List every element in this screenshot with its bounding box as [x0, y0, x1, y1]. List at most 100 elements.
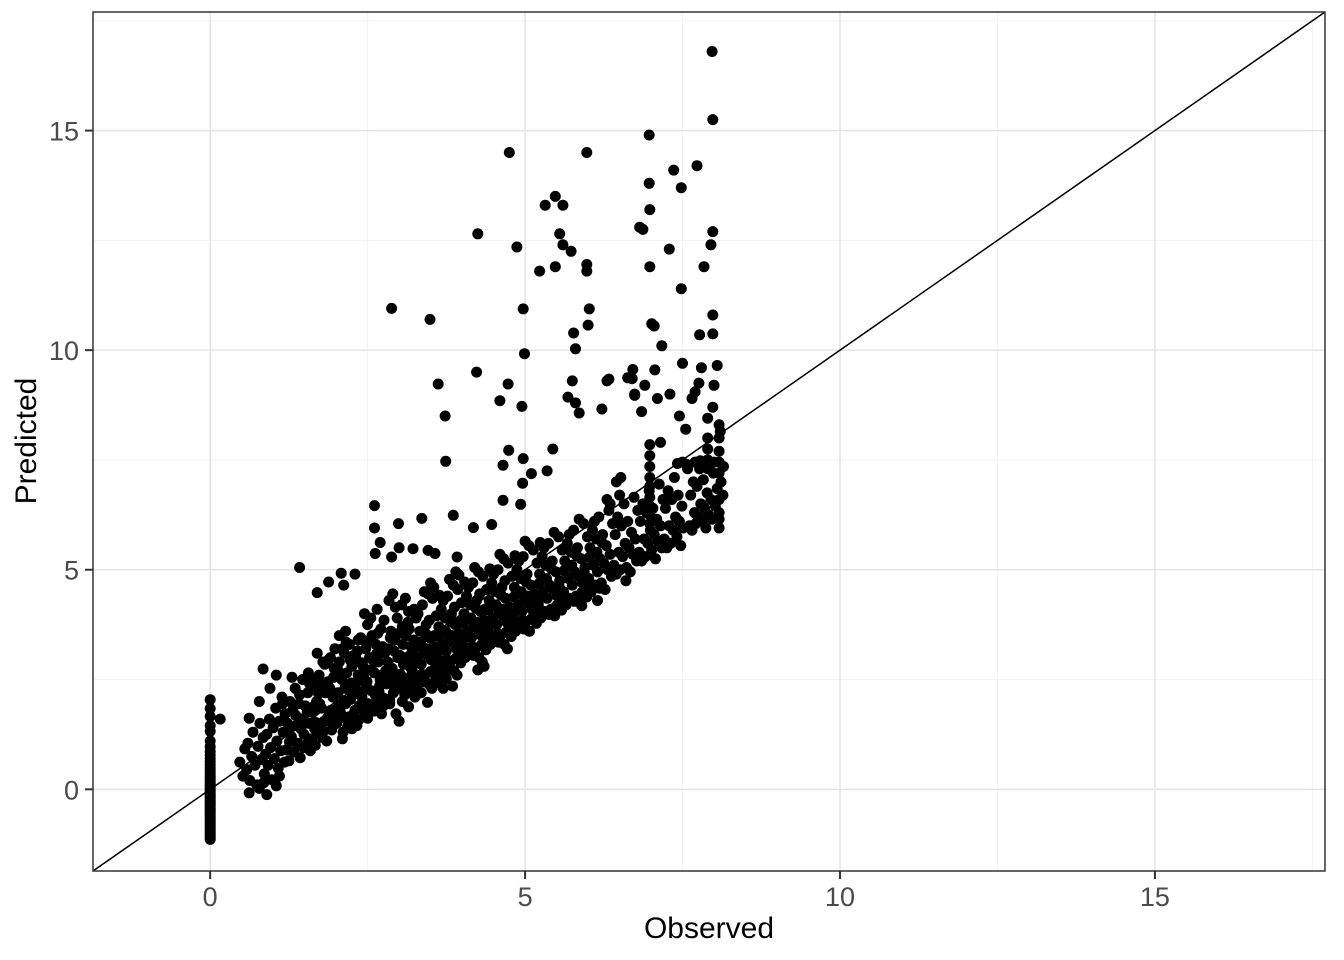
data-point	[494, 548, 506, 560]
data-point	[204, 735, 216, 747]
data-point	[399, 592, 411, 604]
data-point	[436, 644, 448, 656]
data-point	[707, 114, 719, 126]
data-point	[636, 406, 648, 418]
data-point	[424, 313, 436, 325]
data-point	[541, 465, 553, 477]
data-point	[576, 600, 588, 612]
data-point	[651, 393, 663, 404]
data-point	[501, 643, 513, 655]
y-tick-label: 15	[49, 117, 79, 147]
data-point	[214, 713, 226, 725]
data-point	[713, 445, 725, 457]
data-point	[517, 453, 529, 465]
data-point	[668, 164, 680, 176]
data-point	[307, 701, 319, 713]
data-point	[365, 664, 377, 676]
data-point	[644, 461, 656, 472]
data-point	[644, 472, 656, 483]
data-point	[707, 401, 719, 413]
data-point	[290, 710, 302, 721]
data-point	[629, 388, 641, 400]
data-point	[362, 712, 374, 724]
data-point	[573, 407, 585, 419]
data-point	[592, 595, 603, 606]
data-point	[257, 663, 269, 675]
data-point	[433, 589, 445, 601]
data-point	[450, 566, 462, 578]
data-point	[614, 489, 626, 501]
data-point	[671, 531, 683, 543]
data-point	[408, 603, 420, 615]
data-point	[263, 713, 275, 725]
data-point	[467, 649, 479, 661]
data-point	[705, 239, 717, 251]
data-point	[243, 712, 255, 724]
data-point	[357, 660, 369, 672]
major-gridlines	[93, 12, 1325, 871]
data-point	[432, 378, 444, 390]
data-point	[461, 631, 473, 642]
data-point	[629, 533, 641, 545]
data-point	[471, 616, 483, 628]
data-point	[655, 520, 666, 532]
data-point	[284, 736, 295, 748]
data-point	[335, 567, 347, 579]
data-point	[486, 577, 498, 589]
data-point	[393, 542, 405, 554]
data-point	[365, 612, 377, 624]
data-point	[449, 601, 460, 613]
data-point	[695, 362, 707, 374]
data-point	[707, 226, 719, 238]
x-tick-label: 0	[203, 882, 218, 912]
data-point	[253, 696, 265, 707]
data-point	[537, 591, 549, 603]
data-point	[204, 720, 216, 732]
data-point	[582, 319, 594, 331]
data-point	[644, 491, 656, 503]
data-point	[702, 412, 714, 424]
data-point	[258, 768, 270, 780]
data-point	[516, 400, 528, 412]
axis-tick-labels: 0 5 10 15 0 5 10 15	[49, 117, 1170, 912]
data-point	[234, 756, 246, 768]
data-point	[286, 671, 298, 683]
data-point	[512, 604, 523, 616]
data-point	[363, 635, 375, 647]
data-point	[440, 455, 452, 467]
data-point	[446, 630, 458, 642]
data-point	[273, 770, 285, 782]
x-tick-label: 15	[1140, 882, 1170, 912]
data-point	[718, 461, 729, 472]
data-point	[566, 579, 578, 591]
data-point	[254, 717, 266, 729]
data-point	[676, 500, 688, 512]
data-point	[612, 511, 624, 523]
data-point	[511, 564, 523, 576]
data-point	[243, 787, 255, 799]
data-point	[378, 614, 390, 626]
data-point	[348, 649, 360, 661]
data-point	[407, 543, 419, 555]
data-point	[493, 636, 505, 648]
data-point	[702, 432, 714, 444]
data-point	[313, 688, 324, 700]
data-point	[609, 529, 621, 541]
data-point	[673, 410, 685, 422]
data-point	[494, 395, 506, 407]
data-point	[471, 366, 483, 378]
data-point	[697, 474, 709, 486]
data-point	[426, 682, 438, 694]
data-point	[497, 459, 509, 471]
data-point	[543, 609, 555, 620]
data-point	[714, 425, 726, 437]
data-point	[418, 586, 430, 598]
data-point	[702, 443, 714, 455]
data-point	[502, 378, 514, 390]
data-point	[549, 261, 561, 273]
data-point	[706, 46, 718, 57]
data-point	[546, 555, 558, 567]
data-point	[570, 397, 581, 409]
data-point	[691, 160, 703, 172]
